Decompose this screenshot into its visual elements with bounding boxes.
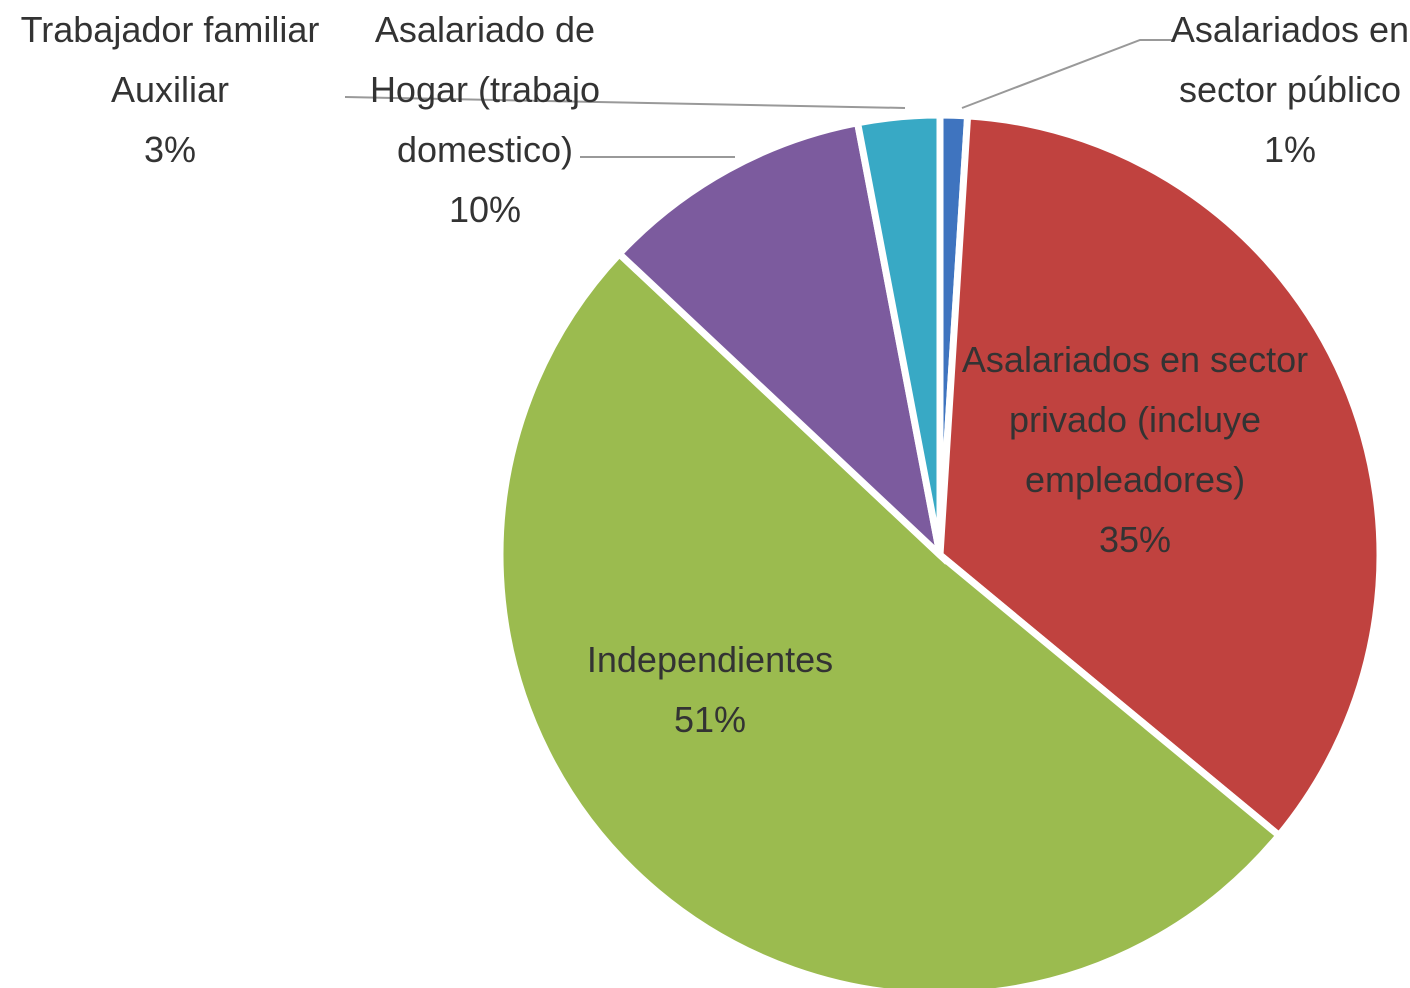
value-label: 35% [1098,519,1172,560]
leader-line [344,96,906,109]
value-label: 51% [673,699,747,740]
pie-slice [853,111,944,556]
leader-line [961,39,1175,109]
value-label: 10% [448,189,522,230]
slice-label: Independientes 51% [530,630,890,750]
slice-label: Trabajador familiar Auxiliar 3% [0,0,340,180]
slice-label: Asalariados en sector privado (incluye e… [960,330,1310,570]
category-label: Independientes [586,639,834,680]
category-label: Asalariados en sector privado (incluye e… [961,339,1309,500]
value-label: 1% [1263,129,1317,170]
value-label: 3% [143,129,197,170]
slice-label: Asalariado de Hogar (trabajo domestico) 1… [355,0,615,240]
pie [496,111,1384,988]
category-label: Asalariados en sector público [1170,9,1410,110]
pie-slice [936,112,1384,841]
category-label: Asalariado de Hogar (trabajo domestico) [369,9,601,170]
slice-label: Asalariados en sector público 1% [1170,0,1410,180]
category-label: Trabajador familiar Auxiliar [20,9,320,110]
pie-slice [496,248,1284,988]
pie-slice [614,118,946,565]
